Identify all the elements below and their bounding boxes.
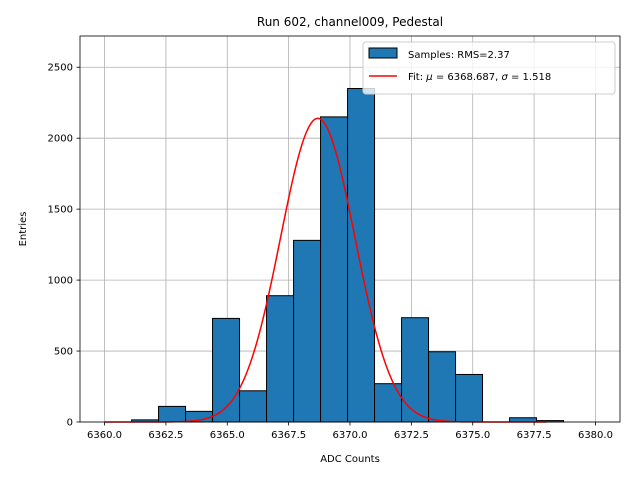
legend-fit-prefix: Fit: — [408, 72, 426, 83]
x-tick-label: 6375.0 — [455, 430, 490, 441]
x-tick-label: 6362.5 — [148, 430, 183, 441]
histogram-bars — [131, 88, 565, 423]
histogram-bar — [347, 88, 376, 423]
x-tick-label: 6360.0 — [87, 430, 122, 441]
y-tick-label: 1500 — [48, 205, 73, 216]
legend: Samples: RMS=2.37 Fit: μ = 6368.687, σ =… — [362, 41, 616, 95]
x-tick-label: 6380.0 — [578, 430, 613, 441]
y-tick-label: 500 — [54, 347, 73, 358]
x-axis-ticks: 6360.0 6362.5 6365.0 6367.5 6370.0 6372.5 6375… — [87, 422, 613, 441]
histogram-bar — [266, 295, 295, 423]
histogram-bar — [212, 317, 241, 423]
legend-histogram-swatch — [368, 47, 398, 59]
histogram-bar — [320, 116, 349, 423]
y-tick-label: 1000 — [48, 276, 73, 287]
x-tick-label: 6370.0 — [333, 430, 368, 441]
x-tick-label: 6372.5 — [394, 430, 429, 441]
legend-fit-sigma-symbol: σ — [501, 72, 508, 83]
x-tick-label: 6367.5 — [271, 430, 306, 441]
y-axis-label: Entries — [18, 212, 29, 247]
histogram-bar — [428, 351, 457, 423]
x-axis-label: ADC Counts — [320, 454, 380, 465]
legend-fit-label: Fit: μ = 6368.687, σ = 1.518 — [408, 72, 551, 83]
histogram-bar — [158, 405, 187, 423]
histogram-bar — [293, 239, 322, 423]
legend-box — [362, 41, 616, 95]
histogram-bar — [401, 317, 430, 423]
legend-histogram-label: Samples: RMS=2.37 — [408, 50, 510, 61]
x-tick-label: 6365.0 — [210, 430, 245, 441]
histogram-bar — [239, 390, 268, 423]
y-tick-label: 0 — [67, 418, 73, 429]
histogram-bar — [374, 383, 403, 423]
histogram-bar — [455, 373, 484, 423]
legend-fit-sigma-value: = 1.518 — [508, 72, 551, 83]
y-tick-label: 2500 — [48, 63, 73, 74]
x-tick-label: 6377.5 — [517, 430, 552, 441]
y-axis-ticks: 0 500 1000 1500 2000 2500 — [48, 63, 80, 429]
chart-title: Run 602, channel009, Pedestal — [257, 15, 443, 29]
legend-fit-mu-symbol: μ — [425, 72, 432, 83]
legend-fit-mu-value: = 6368.687, — [433, 72, 502, 83]
y-tick-label: 2000 — [48, 134, 73, 145]
